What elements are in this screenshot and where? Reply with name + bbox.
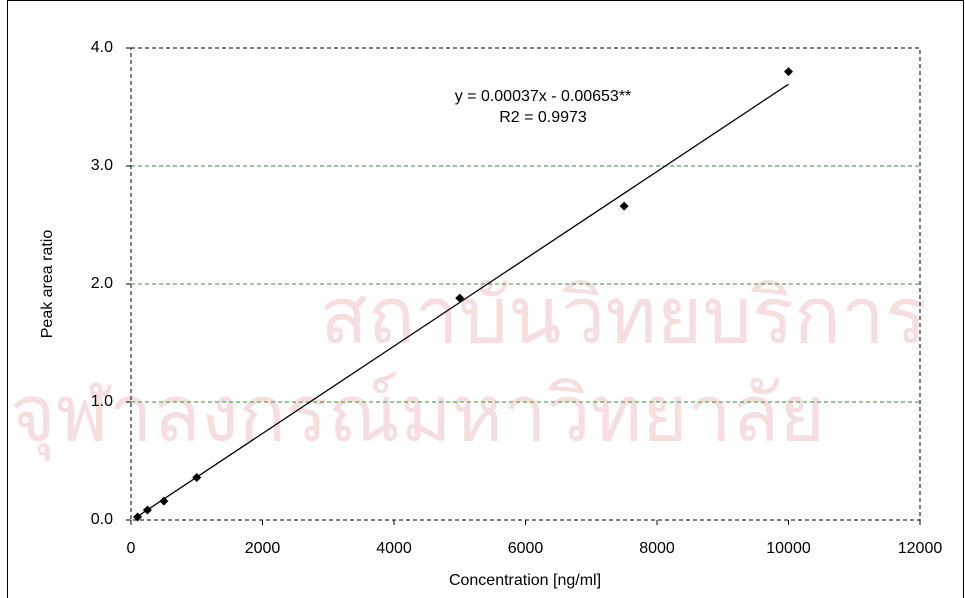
- y-tick-label: 0.0: [91, 511, 113, 528]
- data-point: [142, 505, 152, 515]
- data-point: [784, 67, 793, 77]
- annotation: y = 0.00037x - 0.00653**: [455, 88, 632, 105]
- y-tick-label: 2.0: [91, 275, 113, 292]
- data-point: [192, 473, 202, 483]
- x-tick-label: 12000: [898, 540, 943, 557]
- x-tick-label: 2000: [245, 540, 281, 557]
- data-point: [455, 293, 465, 303]
- x-axis-label: Concentration [ng/ml]: [449, 572, 601, 589]
- annotation: R2 = 0.9973: [499, 109, 587, 126]
- x-tick-label: 10000: [766, 540, 811, 557]
- data-point: [619, 201, 629, 211]
- x-tick-label: 0: [127, 540, 136, 557]
- trendline: [137, 83, 789, 517]
- x-tick-label: 4000: [376, 540, 412, 557]
- y-tick-label: 4.0: [91, 39, 113, 56]
- x-tick-label: 8000: [639, 540, 675, 557]
- y-axis-label: Peak area ratio: [39, 230, 56, 339]
- y-tick-label: 1.0: [91, 393, 113, 410]
- x-tick-label: 6000: [508, 540, 544, 557]
- data-point: [159, 496, 169, 506]
- y-tick-label: 3.0: [91, 157, 113, 174]
- watermark: สถาบันวิทยบริการ: [320, 272, 927, 360]
- data-point: [133, 512, 143, 522]
- chart-border: [7, 0, 964, 598]
- watermark: จุฬาลงกรณ์มหาวิทยาลัย: [10, 370, 825, 462]
